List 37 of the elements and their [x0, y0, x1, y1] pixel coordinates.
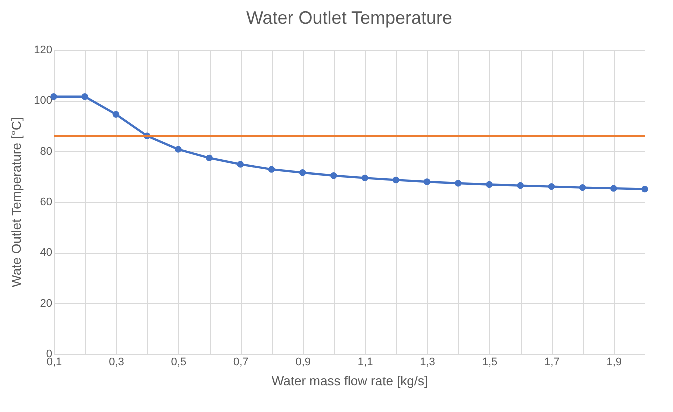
point: [175, 146, 182, 153]
x-tick-label: 1,1: [358, 356, 374, 368]
x-tick-label: 1,3: [420, 356, 436, 368]
point: [330, 172, 338, 180]
point: [268, 166, 276, 173]
point: [237, 161, 244, 168]
x-tick-label: 0,1: [46, 356, 62, 368]
point: [486, 181, 493, 188]
point: [299, 170, 306, 176]
point: [112, 111, 120, 118]
x-tick-label: 1,5: [482, 356, 498, 368]
y-tick-label: 40: [40, 247, 52, 260]
x-tick-label: 0,5: [171, 356, 187, 368]
point: [455, 180, 462, 187]
point: [548, 183, 556, 190]
x-axis-title: Water mass flow rate [kg/s]: [272, 374, 428, 388]
x-tick-label: 0,9: [296, 356, 311, 368]
y-tick-label: 100: [34, 95, 52, 108]
y-tick-label: 120: [34, 44, 52, 56]
y-tick-label: 80: [40, 146, 52, 158]
point: [392, 176, 400, 184]
point: [206, 154, 213, 162]
x-tick-label: 1,7: [544, 356, 560, 368]
point: [362, 174, 368, 182]
x-tick-label: 0,3: [109, 356, 124, 368]
x-tick-label: 0,7: [233, 356, 249, 368]
point: [82, 94, 88, 100]
chart-title: Water Outlet Temperature: [246, 8, 453, 28]
point: [579, 184, 586, 192]
y-tick-label: 20: [40, 298, 52, 310]
y-tick-label: 60: [40, 196, 52, 208]
point: [642, 186, 648, 193]
point: [610, 185, 618, 192]
point: [424, 178, 431, 186]
x-tick-label: 1,9: [606, 356, 622, 368]
point: [517, 182, 524, 190]
y-axis-title: Wate Outlet Temperature [°C]: [9, 118, 24, 288]
